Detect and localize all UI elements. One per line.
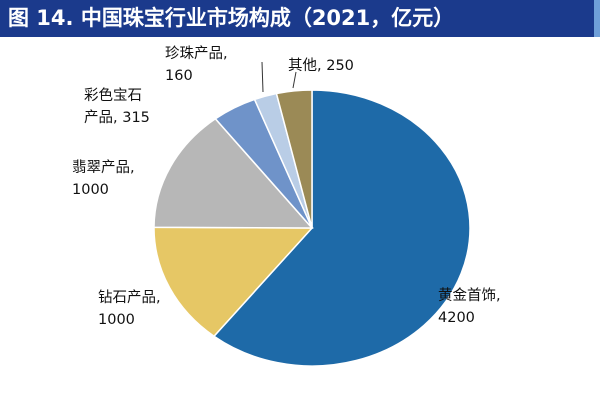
leader-line-pearl-products: [262, 62, 263, 92]
data-label-gold-jewelry: 黄金首饰, 4200: [438, 287, 501, 326]
data-label-diamond-products: 钻石产品, 1000: [98, 289, 161, 328]
data-label-colored-gem-products: 彩色宝石产品, 315: [84, 87, 150, 126]
data-label-pearl-products: 珍珠产品, 160: [165, 45, 228, 84]
data-label-jade-products: 翡翠产品, 1000: [72, 159, 135, 198]
leader-line-other: [293, 72, 296, 88]
data-label-other: 其他, 250: [288, 57, 354, 74]
